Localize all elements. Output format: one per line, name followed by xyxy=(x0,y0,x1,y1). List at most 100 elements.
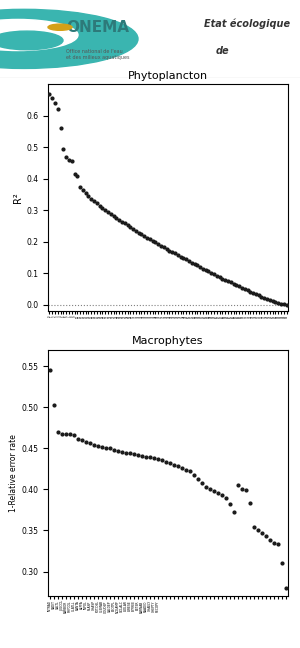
Point xyxy=(164,244,169,254)
Point xyxy=(170,247,175,257)
Point xyxy=(48,365,52,376)
Point xyxy=(272,538,276,548)
Point xyxy=(223,275,228,285)
Point xyxy=(56,104,60,115)
Point xyxy=(228,499,232,509)
Point xyxy=(89,194,94,204)
Point xyxy=(76,434,80,444)
Point xyxy=(232,507,236,517)
Point xyxy=(178,251,183,262)
Point xyxy=(75,170,80,181)
Point xyxy=(216,487,220,498)
Point xyxy=(254,289,258,299)
Circle shape xyxy=(0,19,78,51)
Point xyxy=(114,213,119,223)
Point xyxy=(96,441,100,451)
Point xyxy=(116,446,120,456)
Point xyxy=(281,299,286,310)
Point xyxy=(106,207,110,217)
Point xyxy=(145,233,149,243)
Y-axis label: 1-Relative error rate: 1-Relative error rate xyxy=(10,434,19,512)
Point xyxy=(268,295,272,305)
Point xyxy=(120,446,124,457)
Point xyxy=(184,465,188,475)
Point xyxy=(188,466,192,476)
Point xyxy=(198,262,203,272)
Point xyxy=(167,246,172,256)
Point xyxy=(168,458,172,469)
Point xyxy=(270,296,275,307)
Point xyxy=(50,93,55,104)
Point xyxy=(176,461,180,472)
Point xyxy=(122,218,127,229)
Point xyxy=(120,216,124,227)
Point xyxy=(128,448,132,459)
Point xyxy=(92,196,96,207)
Point xyxy=(228,277,233,288)
Point xyxy=(248,286,253,297)
Point xyxy=(64,428,68,439)
Point xyxy=(284,299,289,310)
Point xyxy=(273,297,278,307)
Point xyxy=(187,256,191,266)
Point xyxy=(156,454,161,464)
Point xyxy=(100,441,104,452)
Point xyxy=(212,269,216,279)
Point xyxy=(204,482,208,492)
Text: Etat écologique: Etat écologique xyxy=(204,18,290,29)
Text: ONEMA: ONEMA xyxy=(66,19,129,35)
Point xyxy=(240,483,244,494)
Point xyxy=(259,292,264,302)
Point xyxy=(153,237,158,248)
Point xyxy=(150,236,155,246)
Point xyxy=(108,443,112,454)
Point xyxy=(139,229,144,239)
Point xyxy=(279,299,283,309)
Point xyxy=(164,456,168,467)
Point xyxy=(172,248,177,259)
Point xyxy=(262,293,267,303)
Point xyxy=(220,273,225,284)
Point xyxy=(52,98,57,108)
Point xyxy=(181,253,186,263)
Point xyxy=(152,453,156,463)
Point xyxy=(256,290,261,301)
Text: Office national de l'eau
et des milieux aquatiques: Office national de l'eau et des milieux … xyxy=(66,49,130,60)
Point xyxy=(124,447,128,457)
Point xyxy=(159,240,164,251)
Point xyxy=(140,450,144,461)
Point xyxy=(132,449,136,459)
Point xyxy=(180,463,184,473)
Point xyxy=(156,239,161,249)
Point xyxy=(83,188,88,198)
Point xyxy=(209,268,214,278)
Point xyxy=(64,152,68,162)
Point xyxy=(108,209,113,219)
Point xyxy=(234,280,239,290)
Point xyxy=(260,527,264,538)
Point xyxy=(86,191,91,202)
Point xyxy=(214,271,219,281)
Point xyxy=(144,452,148,462)
Point xyxy=(88,438,92,448)
Point xyxy=(244,485,248,496)
Point xyxy=(245,285,250,295)
Point xyxy=(268,535,272,545)
Point xyxy=(136,450,140,460)
Point xyxy=(192,470,197,480)
Point xyxy=(161,242,166,253)
Point xyxy=(80,435,84,445)
Point xyxy=(224,493,228,503)
Point xyxy=(60,428,64,439)
Y-axis label: R²: R² xyxy=(14,192,23,203)
Point xyxy=(125,220,130,231)
Point xyxy=(212,486,216,496)
Point xyxy=(68,429,72,439)
Circle shape xyxy=(0,31,63,50)
Text: de: de xyxy=(216,45,230,56)
Point xyxy=(184,254,188,264)
Point xyxy=(276,298,280,308)
Point xyxy=(256,524,260,535)
Point xyxy=(112,445,116,456)
Point xyxy=(72,169,77,179)
